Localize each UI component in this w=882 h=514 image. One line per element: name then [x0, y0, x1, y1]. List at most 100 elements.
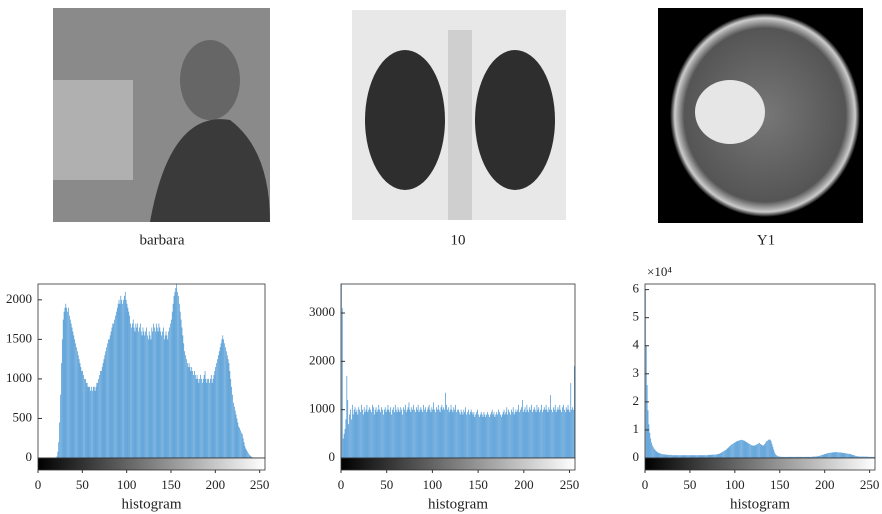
histogram-bar	[143, 331, 145, 458]
histogram-bar	[464, 412, 466, 458]
histogram-bar	[566, 409, 568, 458]
histogram-bar	[61, 339, 63, 458]
x-tick-label: 200	[514, 477, 534, 492]
histogram-bar	[67, 311, 68, 458]
histogram-bar	[107, 343, 108, 458]
histogram-bar	[380, 412, 381, 458]
histogram-bar	[89, 386, 91, 458]
histogram-bar	[141, 335, 143, 458]
histogram-bar	[357, 414, 359, 458]
x-tick-label: 250	[560, 477, 580, 492]
histogram-bar	[193, 374, 194, 458]
image-label: 10	[451, 232, 466, 248]
histogram-bar	[553, 407, 554, 458]
histogram-bar	[222, 335, 224, 458]
histogram-bar	[361, 404, 362, 458]
x-tick-label: 100	[725, 477, 745, 492]
histogram-bar	[185, 355, 186, 458]
histogram-bar	[681, 455, 683, 458]
histogram-bar	[134, 331, 136, 458]
histogram-bar	[806, 456, 808, 458]
histogram-bar	[220, 343, 222, 458]
histogram-bar	[367, 412, 369, 458]
histogram-bar	[200, 374, 201, 458]
histogram-bar	[370, 409, 371, 458]
histogram-bar	[131, 323, 133, 458]
histogram-bar	[474, 416, 476, 458]
histogram-bar	[523, 409, 525, 458]
histogram-bar	[231, 386, 232, 458]
histogram-bar	[417, 404, 419, 458]
histogram-bar	[381, 407, 382, 458]
histogram-bar	[170, 323, 171, 458]
histogram-bar	[495, 414, 497, 458]
histogram-bar	[427, 407, 429, 458]
histogram-bar	[572, 407, 573, 458]
histogram-bar	[394, 412, 395, 458]
histogram-bar	[516, 412, 518, 458]
histogram-bar	[433, 402, 435, 458]
histogram-bar	[356, 409, 358, 458]
histogram-bar	[830, 452, 832, 458]
histogram-bar	[377, 409, 379, 458]
histogram-bar	[779, 456, 781, 458]
histogram-bar	[414, 409, 415, 458]
histogram-bar	[502, 412, 504, 458]
histogram-bar	[228, 363, 230, 458]
histogram-bar	[187, 367, 189, 458]
histogram-bar	[118, 299, 120, 458]
histogram-bar	[819, 455, 820, 458]
histogram-bar	[663, 454, 665, 458]
histogram-bar	[195, 378, 197, 458]
histogram-bar	[372, 404, 373, 458]
histogram-chart: 0 1000 2000 3000 0 50 100 150 200 250 histogram	[309, 283, 580, 512]
histogram-bar	[693, 455, 695, 458]
histogram-bar	[432, 409, 434, 458]
histogram-bar	[786, 456, 788, 458]
histogram-bar	[112, 323, 114, 458]
histogram-bar	[512, 407, 514, 458]
histogram-bar	[861, 456, 863, 458]
histogram-bar	[424, 409, 425, 458]
histogram-bar	[431, 407, 433, 458]
histogram-bar	[161, 335, 162, 458]
histogram-bar	[368, 409, 370, 458]
histogram-bar	[521, 407, 522, 458]
histogram-bar	[343, 433, 345, 458]
histogram-bar	[650, 438, 652, 458]
histogram-bar	[382, 409, 383, 458]
histogram-bar	[376, 412, 378, 458]
histogram-bar	[823, 454, 825, 458]
histogram-bar	[100, 371, 101, 458]
histogram-bar	[147, 339, 149, 458]
y-tick-label: 0	[329, 449, 336, 464]
histogram-bar	[116, 307, 118, 458]
histogram-bar	[738, 440, 740, 458]
histogram-bar	[734, 442, 736, 458]
histogram-bar	[82, 371, 84, 458]
histogram-bar	[527, 409, 529, 458]
histogram-bar	[821, 454, 823, 458]
histogram-bar	[435, 412, 436, 458]
histogram-bar	[649, 432, 651, 458]
histogram-bar	[490, 412, 492, 458]
histogram-bar	[106, 347, 107, 458]
histogram-bar	[403, 407, 404, 458]
histogram-bar	[765, 442, 767, 458]
histogram-bar	[745, 441, 747, 458]
histogram-bar	[116, 311, 117, 458]
histogram-bar	[399, 412, 401, 458]
histogram-bar	[99, 374, 100, 458]
histogram-bar	[710, 454, 712, 458]
histogram-bar	[757, 443, 758, 458]
histogram-bar	[395, 409, 397, 458]
histogram-bar	[476, 412, 477, 458]
image-label: barbara	[140, 232, 185, 248]
histogram-bar	[80, 367, 82, 458]
histogram-bar	[128, 311, 130, 458]
histogram-bar	[351, 419, 352, 458]
histogram-bar	[795, 456, 796, 458]
histogram-bar	[182, 335, 184, 458]
histogram-bar	[209, 382, 210, 458]
histogram-bar	[541, 404, 542, 458]
